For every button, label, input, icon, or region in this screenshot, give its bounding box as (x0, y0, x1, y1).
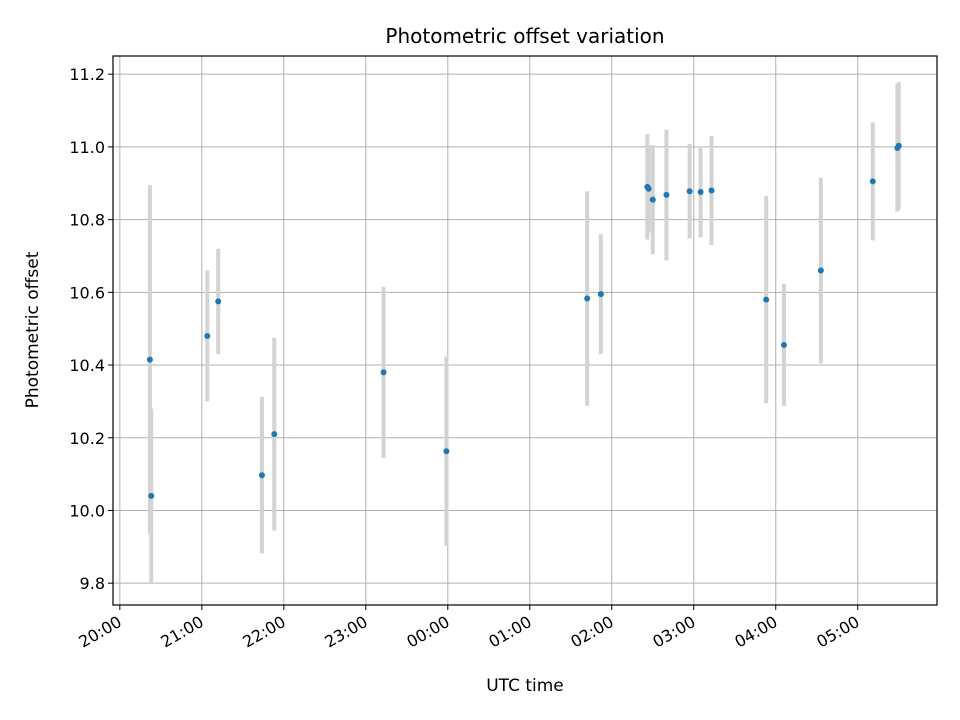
y-tick-label: 11.2 (69, 65, 105, 84)
data-point (817, 267, 824, 274)
data-point (258, 472, 265, 479)
data-point (271, 431, 278, 438)
y-axis-ticks: 9.8 10.0 10.2 10.4 10.6 10.8 11.0 11.2 (69, 65, 113, 593)
data-point (869, 178, 876, 185)
data-point (686, 188, 693, 195)
data-point (215, 298, 222, 305)
y-tick-label: 10.6 (69, 283, 105, 302)
chart-title: Photometric offset variation (385, 24, 664, 48)
x-axis-label: UTC time (486, 676, 564, 696)
data-point (597, 291, 604, 298)
data-point (697, 188, 704, 195)
y-tick-label: 10.4 (69, 356, 105, 375)
data-point (380, 369, 387, 376)
y-tick-label: 9.8 (80, 574, 105, 593)
grid (113, 56, 937, 605)
data-point (148, 492, 155, 499)
data-points (146, 142, 902, 499)
plot-frame (112, 55, 938, 606)
y-tick-label: 10.2 (69, 429, 105, 448)
y-tick-label: 10.0 (69, 501, 105, 520)
data-point (663, 191, 670, 198)
data-point (649, 196, 656, 203)
y-axis-label: Photometric offset (23, 251, 43, 408)
y-tick-label: 10.8 (69, 211, 105, 230)
data-point (645, 185, 652, 192)
data-point (146, 356, 153, 363)
data-point (708, 187, 715, 194)
data-point (204, 332, 211, 339)
data-point (763, 296, 770, 303)
data-point (584, 295, 591, 302)
data-point (443, 448, 450, 455)
y-tick-label: 11.0 (69, 138, 105, 157)
data-point (780, 342, 787, 349)
data-point (895, 142, 902, 149)
